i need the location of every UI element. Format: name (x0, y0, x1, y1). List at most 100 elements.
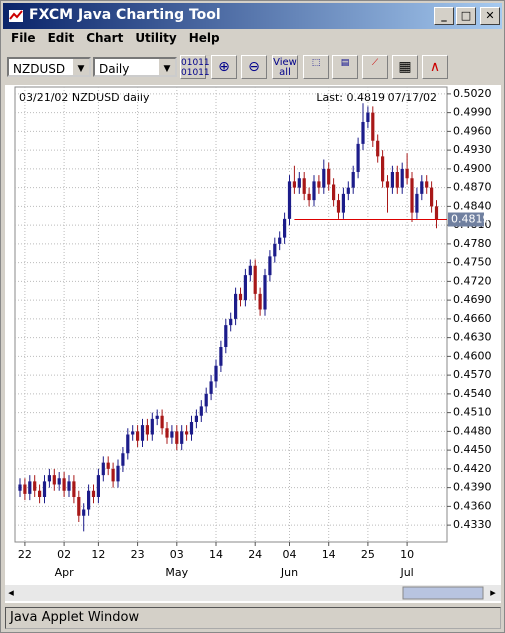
y-tick-label: 0.4420 (453, 462, 492, 475)
data-button[interactable]: 01011 01011 (180, 55, 210, 79)
menu-item[interactable]: Edit (47, 31, 75, 45)
scrollbar[interactable] (5, 585, 501, 601)
candle-body (283, 218, 287, 238)
chart: 03/21/02 NZDUSD daily Last: 0.4819 07/17… (5, 85, 501, 603)
candle-body (420, 181, 424, 194)
status-bar: Java Applet Window (5, 607, 501, 629)
window-title: FXCM Java Charting Tool (29, 7, 221, 23)
candle-body (150, 418, 154, 435)
menu-item[interactable]: Utility (135, 31, 177, 45)
x-tick-label: 24 (248, 548, 262, 561)
last-price-label: 0.4819 (451, 213, 490, 226)
candle-body (434, 206, 439, 220)
select-button[interactable]: ⬚ (303, 55, 329, 79)
candle-body (160, 415, 164, 429)
last-price-tag (448, 212, 484, 227)
candle-body (248, 265, 252, 276)
table-button[interactable]: ▦ (392, 55, 418, 79)
candle-body (410, 178, 414, 213)
y-tick-label: 0.4840 (453, 199, 492, 212)
scroll-arrow[interactable]: ◂ (8, 586, 14, 599)
candle-body (42, 481, 47, 497)
maximize-button[interactable]: □ (456, 7, 476, 25)
candle-body (219, 347, 223, 366)
line-button[interactable]: ∧ (422, 55, 448, 79)
x-tick-label: 14 (209, 548, 223, 561)
candle-body (33, 481, 37, 491)
candle-body (385, 181, 390, 188)
candle-body (327, 168, 331, 185)
period-select[interactable]: Daily ▼ (93, 57, 177, 77)
menu-item[interactable]: Help (188, 31, 220, 45)
candle-body (346, 187, 350, 194)
month-label: Jun (280, 566, 298, 579)
candle-body (116, 465, 120, 482)
candle-body (366, 112, 370, 122)
minimize-button[interactable]: _ (434, 7, 454, 25)
close-button[interactable]: ✕ (480, 7, 500, 25)
y-tick-label: 0.4780 (453, 237, 492, 250)
candle-body (126, 434, 130, 454)
candle-body (180, 431, 184, 444)
x-tick-label: 25 (361, 548, 375, 561)
candle-body (322, 168, 326, 188)
scroll-thumb[interactable] (402, 586, 484, 600)
y-tick-label: 0.4990 (453, 106, 492, 119)
candle-body (381, 156, 385, 182)
title-bar: FXCM Java Charting Tool _ □ ✕ (3, 3, 502, 29)
candle-body (67, 481, 71, 491)
candle-body (332, 184, 336, 201)
y-tick-label: 0.4870 (453, 181, 492, 194)
month-label: Jul (399, 566, 413, 579)
candle-body (106, 462, 110, 469)
candle-body (18, 484, 22, 491)
candle-body (297, 178, 301, 188)
menu-item[interactable]: Chart (86, 31, 124, 45)
candle-body (131, 431, 135, 435)
candle-body (77, 497, 81, 516)
y-tick-label: 0.4570 (453, 368, 492, 381)
candle-body (209, 381, 213, 394)
button-label: View (273, 57, 297, 68)
candle-body (351, 172, 355, 188)
candle-body (376, 140, 380, 157)
candle-body (38, 490, 42, 497)
candle-body (189, 422, 194, 435)
scroll-arrow[interactable]: ▸ (490, 586, 496, 599)
candle-body (57, 478, 61, 485)
y-tick-label: 0.4600 (453, 349, 492, 362)
zoom-in-button[interactable]: ⊕ (211, 55, 237, 79)
candle-body (302, 178, 306, 194)
x-tick-label: 02 (57, 548, 71, 561)
candle-body (165, 428, 169, 438)
x-tick-label: 04 (283, 548, 297, 561)
zoom-out-button[interactable]: ⊖ (241, 55, 267, 79)
symbol-select[interactable]: NZDUSD ▼ (7, 57, 91, 77)
indicator-button[interactable]: ⟋ (362, 55, 388, 79)
candle-body (121, 453, 125, 466)
plot-frame (14, 86, 448, 543)
y-tick-label: 0.4750 (453, 256, 492, 269)
x-tick-label: 23 (131, 548, 145, 561)
chart-header: 03/21/02 NZDUSD daily (19, 91, 150, 104)
candle-body (140, 425, 145, 441)
candle-body (253, 265, 257, 294)
view-all-button[interactable]: View all (272, 55, 298, 79)
candle-body (312, 181, 316, 201)
menu-item[interactable]: File (11, 31, 36, 45)
candle-body (101, 462, 105, 476)
y-tick-label: 0.4330 (453, 518, 492, 531)
status-text: Java Applet Window (10, 610, 140, 625)
candle-body (47, 475, 51, 482)
symbol: NZDUSD (13, 62, 66, 76)
candle-body (405, 168, 409, 179)
button-label: 01011 (181, 68, 210, 78)
y-tick-label: 0.4450 (453, 443, 492, 456)
bar-type-button[interactable]: ▤ (332, 55, 358, 79)
candle-body (361, 122, 365, 144)
candle-body (243, 275, 247, 301)
x-tick-label: 22 (18, 548, 32, 561)
candle-body (87, 490, 91, 510)
candle-body (155, 415, 159, 419)
